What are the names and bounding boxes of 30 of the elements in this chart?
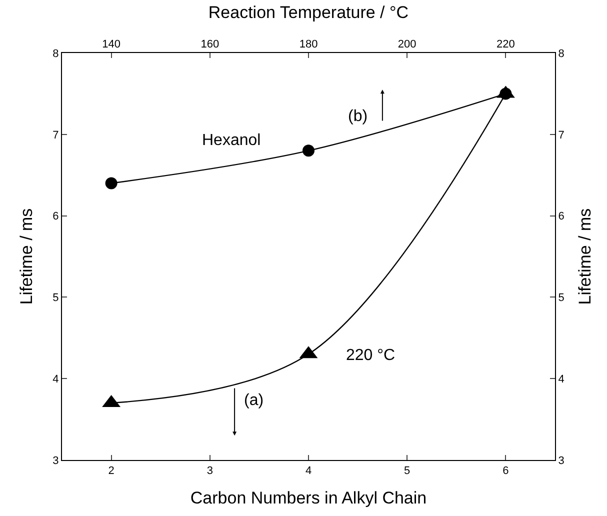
y2-tick-label: 8	[558, 48, 564, 60]
y2-tick-label: 6	[558, 210, 564, 223]
series-label: 220 °C	[346, 347, 396, 364]
series-label: Hexanol	[202, 132, 261, 149]
x-tick-label: 3	[206, 465, 213, 478]
y2-axis-title: Lifetime / ms	[576, 208, 595, 305]
x2-tick-label: 220	[496, 38, 515, 51]
x-axis-title: Carbon Numbers in Alkyl Chain	[190, 488, 427, 508]
x-tick-label: 4	[305, 465, 312, 478]
x2-tick-label: 160	[200, 38, 220, 51]
y2-tick-label: 4	[558, 373, 564, 386]
x2-tick-label: 140	[102, 38, 120, 51]
y2-tick-label: 3	[558, 454, 564, 467]
x2-tick-label: 180	[299, 38, 318, 51]
x-tick-label: 6	[502, 465, 509, 478]
y-axis-title: Lifetime / ms	[17, 208, 36, 305]
y2-tick-label: 7	[558, 129, 564, 142]
x2-axis-title: Reaction Temperature / °C	[208, 3, 409, 22]
x-tick-label: 5	[404, 465, 410, 478]
y-tick-label: 6	[52, 210, 59, 223]
y-tick-label: 7	[52, 129, 59, 142]
x-tick-label: 2	[108, 465, 114, 478]
y-tick-label: 8	[52, 48, 59, 60]
y-tick-label: 4	[52, 373, 59, 386]
y-tick-label: 5	[52, 292, 59, 304]
x2-tick-label: 200	[398, 38, 416, 51]
annotation: (a)	[244, 392, 264, 409]
annotation: (b)	[348, 108, 368, 125]
y-tick-label: 3	[52, 454, 59, 467]
y2-tick-label: 5	[558, 292, 564, 304]
